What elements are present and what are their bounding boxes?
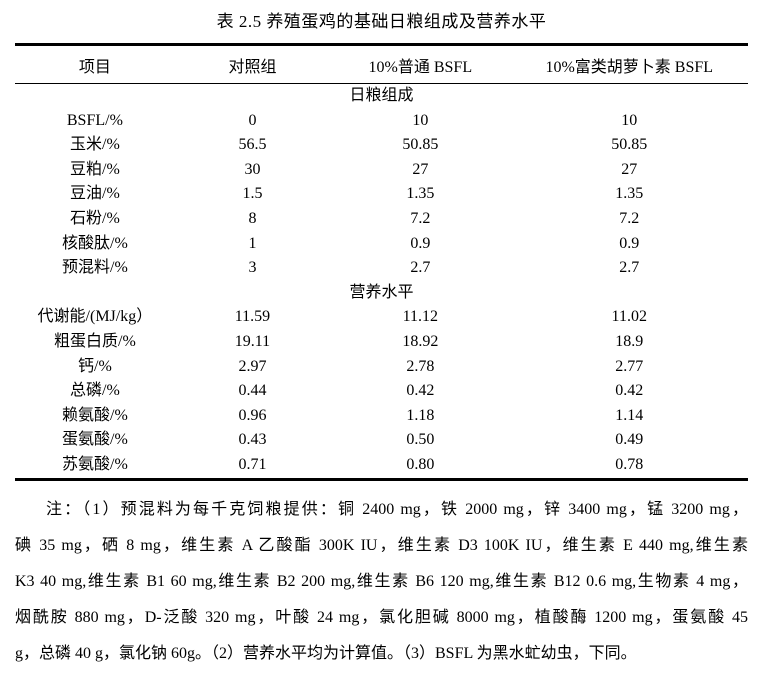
row-item-label: 石粉/% <box>70 209 120 227</box>
table-row: 代谢能/(MJ/kg） 11.59 11.12 11.02 <box>15 305 748 330</box>
cell-bsfl-ordinary: 0.9 <box>410 234 431 252</box>
footnote-line: g，总磷 40 g，氯化钠 60g。（2）营养水平均为计算值。（3）BSFL 为… <box>15 644 637 662</box>
table-row: 总磷/% 0.44 0.42 0.42 <box>15 379 748 404</box>
cell-control: 19.11 <box>234 332 271 350</box>
row-item-label: 玉米/% <box>70 136 120 154</box>
cell-bsfl-carotenoid: 1.35 <box>615 185 644 203</box>
cell-control: 56.5 <box>238 136 267 154</box>
cell-control: 11.59 <box>234 308 271 326</box>
footnote-line: K3 40 mg,维生素 B1 60 mg,维生素 B2 200 mg,维生素 … <box>15 572 748 590</box>
cell-control: 8 <box>248 209 257 227</box>
cell-bsfl-carotenoid: 18.9 <box>615 332 644 350</box>
row-item-label: 总磷/% <box>70 382 120 400</box>
row-item-label: 蛋氨酸/% <box>62 431 128 449</box>
section-row-diet-composition: 日粮组成 <box>15 84 748 109</box>
row-item-label: 豆粕/% <box>70 160 120 178</box>
table-row: 玉米/% 56.5 50.85 50.85 <box>15 133 748 158</box>
row-item-label: 粗蛋白质/% <box>54 332 136 350</box>
col-header-bsfl-ordinary: 10%普通 BSFL <box>330 44 511 84</box>
row-item-label: BSFL/% <box>66 111 123 129</box>
table-row: 核酸肽/% 1 0.9 0.9 <box>15 232 748 257</box>
col-header-bsfl-carotenoid: 10%富类胡萝卜素 BSFL <box>510 44 748 84</box>
col-header-control-group: 对照组 <box>174 44 331 84</box>
cell-bsfl-carotenoid: 1.14 <box>615 406 644 424</box>
col-header-item: 项目 <box>15 44 175 84</box>
table-row: 豆粕/% 30 27 27 <box>15 158 748 183</box>
cell-bsfl-ordinary: 7.2 <box>410 209 431 227</box>
row-item-label: 钙/% <box>78 357 112 375</box>
cell-bsfl-ordinary: 2.78 <box>406 357 435 375</box>
cell-bsfl-ordinary: 1.35 <box>406 185 435 203</box>
cell-control: 0.44 <box>238 382 267 400</box>
cell-bsfl-ordinary: 50.85 <box>402 136 439 154</box>
cell-control: 3 <box>248 259 257 277</box>
table-caption: 表 2.5 养殖蛋鸡的基础日粮组成及营养水平 <box>216 12 547 31</box>
cell-bsfl-ordinary: 2.7 <box>410 259 431 277</box>
table-row: 豆油/% 1.5 1.35 1.35 <box>15 182 748 207</box>
cell-bsfl-carotenoid: 11.02 <box>611 308 647 326</box>
cell-bsfl-carotenoid: 2.7 <box>619 259 640 277</box>
cell-bsfl-ordinary: 0.42 <box>406 382 435 400</box>
cell-bsfl-ordinary: 1.18 <box>406 406 435 424</box>
table-row: 蛋氨酸/% 0.43 0.50 0.49 <box>15 428 748 453</box>
cell-bsfl-carotenoid: 2.77 <box>615 357 644 375</box>
footnote-line: 碘 35 mg，硒 8 mg，维生素 A 乙酸酯 300K IU，维生素 D3 … <box>15 536 748 554</box>
footnote-line: 注：（1）预混料为每千克饲粮提供：铜 2400 mg，铁 2000 mg，锌 3… <box>46 500 748 518</box>
cell-bsfl-carotenoid: 10 <box>621 111 638 129</box>
cell-bsfl-carotenoid: 50.85 <box>611 136 648 154</box>
section-header-label: 营养水平 <box>349 283 414 301</box>
cell-control: 0.96 <box>238 406 267 424</box>
cell-bsfl-ordinary: 0.80 <box>406 455 435 473</box>
cell-control: 1 <box>248 234 257 252</box>
cell-control: 0 <box>248 111 257 129</box>
cell-bsfl-carotenoid: 7.2 <box>619 209 640 227</box>
cell-control: 1.5 <box>242 185 263 203</box>
table-row: BSFL/% 0 10 10 <box>15 109 748 134</box>
cell-bsfl-ordinary: 0.50 <box>406 431 435 449</box>
row-item-label: 预混料/% <box>62 259 128 277</box>
cell-control: 30 <box>244 160 261 178</box>
table-row: 粗蛋白质/% 19.11 18.92 18.9 <box>15 330 748 355</box>
row-item-label: 豆油/% <box>70 185 120 203</box>
footnote-line: 烟酰胺 880 mg，D-泛酸 320 mg，叶酸 24 mg，氯化胆碱 800… <box>15 608 748 626</box>
section-header-label: 日粮组成 <box>349 87 414 104</box>
cell-bsfl-carotenoid: 0.78 <box>615 455 644 473</box>
cell-bsfl-ordinary: 27 <box>412 160 429 178</box>
table-row: 赖氨酸/% 0.96 1.18 1.14 <box>15 404 748 429</box>
table-row: 石粉/% 8 7.2 7.2 <box>15 207 748 232</box>
header-row: 项目 对照组 10%普通 BSFL 10%富类胡萝卜素 BSFL <box>15 44 748 84</box>
cell-bsfl-ordinary: 11.12 <box>402 308 439 326</box>
table-row: 苏氨酸/% 0.71 0.80 0.78 <box>15 453 748 479</box>
row-item-label: 代谢能/(MJ/kg） <box>37 308 153 326</box>
table-row: 钙/% 2.97 2.78 2.77 <box>15 355 748 380</box>
section-row-nutrient-levels: 营养水平 <box>15 281 748 306</box>
cell-control: 0.71 <box>238 455 267 473</box>
cell-bsfl-carotenoid: 0.42 <box>615 382 644 400</box>
cell-bsfl-carotenoid: 27 <box>621 160 638 178</box>
row-item-label: 核酸肽/% <box>62 234 128 252</box>
table-row: 预混料/% 3 2.7 2.7 <box>15 256 748 281</box>
cell-bsfl-ordinary: 18.92 <box>402 332 439 350</box>
table-footnotes: 注：（1）预混料为每千克饲粮提供：铜 2400 mg，铁 2000 mg，锌 3… <box>15 492 748 672</box>
cell-bsfl-carotenoid: 0.49 <box>615 431 644 449</box>
cell-bsfl-ordinary: 10 <box>412 111 429 129</box>
cell-control: 2.97 <box>238 357 267 375</box>
row-item-label: 赖氨酸/% <box>62 406 128 424</box>
row-item-label: 苏氨酸/% <box>62 455 128 473</box>
cell-bsfl-carotenoid: 0.9 <box>619 234 640 252</box>
diet-composition-table: 项目 对照组 10%普通 BSFL 10%富类胡萝卜素 BSFL 日粮组成 BS… <box>15 43 748 481</box>
cell-control: 0.43 <box>238 431 267 449</box>
